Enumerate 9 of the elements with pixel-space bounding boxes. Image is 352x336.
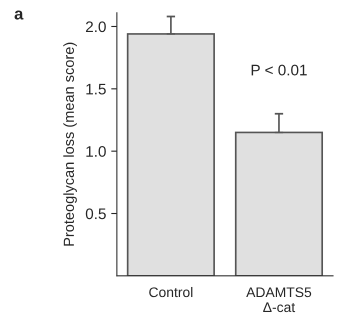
x-tick-label: ADAMTS5 Δ-cat (246, 287, 312, 312)
y-axis-title: Proteoglycan loss (mean score) (63, 42, 77, 246)
x-tick-label: Control (149, 286, 192, 298)
y-tick-label: 2.0 (86, 21, 106, 32)
y-tick-label: 1.5 (86, 84, 106, 95)
y-tick-label: 1.0 (86, 146, 106, 157)
annotation: P < 0.01 (252, 64, 307, 76)
text: a (14, 10, 24, 20)
y-tick-label: 0.5 (86, 208, 106, 220)
